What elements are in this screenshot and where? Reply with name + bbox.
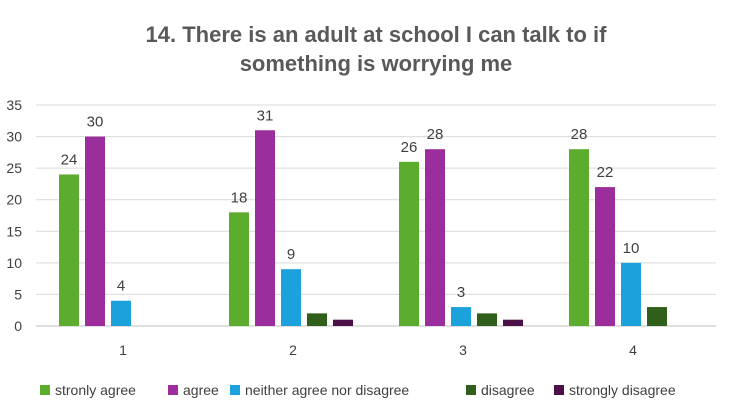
bar-stronly-agree-1 [59,174,79,326]
y-axis-tick-labels: 0 5 10 15 20 25 30 35 [6,97,22,334]
bar-disagree-4 [647,307,667,326]
y-tick-label: 10 [6,255,22,271]
bar-neither-agree-nor-disagree-3 [451,307,471,326]
y-tick-label: 5 [14,286,22,302]
bars [59,130,667,326]
data-label: 10 [623,240,640,257]
legend-swatch-disagree [466,385,476,395]
data-label: 3 [457,284,465,301]
legend-label-agree: agree [183,382,219,398]
data-label: 4 [117,278,125,295]
legend: stronly agree agree neither agree nor disa… [40,382,676,398]
y-tick-label: 35 [6,97,22,113]
x-tick-label: 3 [459,342,467,358]
x-tick-label: 1 [119,342,127,358]
legend-label-disagree: disagree [481,382,535,398]
legend-swatch-strongly-disagree [554,385,564,395]
x-axis-tick-labels: 1 2 3 4 [119,342,637,358]
chart-title-line-1: 14. There is an adult at school I can ta… [146,22,608,47]
x-tick-label: 4 [629,342,637,358]
y-tick-label: 20 [6,192,22,208]
chart-title-line-2: something is worrying me [240,51,513,76]
data-label: 24 [61,151,78,168]
bar-agree-2 [255,130,275,326]
bar-strongly-disagree-3 [503,319,523,326]
bar-neither-agree-nor-disagree-2 [281,269,301,326]
legend-label-strongly-disagree: strongly disagree [569,382,676,398]
legend-swatch-stronly-agree [40,385,50,395]
data-label: 22 [597,164,614,181]
legend-swatch-agree [168,385,178,395]
data-label: 26 [401,139,418,156]
data-label: 30 [87,114,104,131]
data-label: 28 [571,126,588,143]
bar-neither-agree-nor-disagree-4 [621,262,641,326]
bar-disagree-3 [477,313,497,326]
bar-stronly-agree-2 [229,212,249,326]
legend-label-neither-agree-nor-disagree: neither agree nor disagree [245,382,409,398]
y-tick-label: 15 [6,223,22,239]
y-tick-label: 0 [14,318,22,334]
bar-neither-agree-nor-disagree-1 [111,300,131,326]
data-label: 31 [257,107,274,124]
chart-title: 14. There is an adult at school I can ta… [146,22,608,76]
bar-agree-4 [595,187,615,326]
legend-label-stronly-agree: stronly agree [55,382,136,398]
data-label: 9 [287,246,295,263]
data-label: 28 [427,126,444,143]
bar-disagree-2 [307,313,327,326]
bar-agree-3 [425,149,445,326]
data-labels: 24 30 4 18 31 9 26 28 3 28 22 10 [61,107,640,301]
y-tick-label: 25 [6,160,22,176]
bar-agree-1 [85,136,105,326]
y-tick-label: 30 [6,129,22,145]
bar-stronly-agree-3 [399,161,419,326]
bar-stronly-agree-4 [569,149,589,326]
gridlines [36,104,716,327]
data-label: 18 [231,189,248,206]
x-tick-label: 2 [289,342,297,358]
legend-swatch-neither-agree-nor-disagree [230,385,240,395]
bar-strongly-disagree-2 [333,319,353,326]
